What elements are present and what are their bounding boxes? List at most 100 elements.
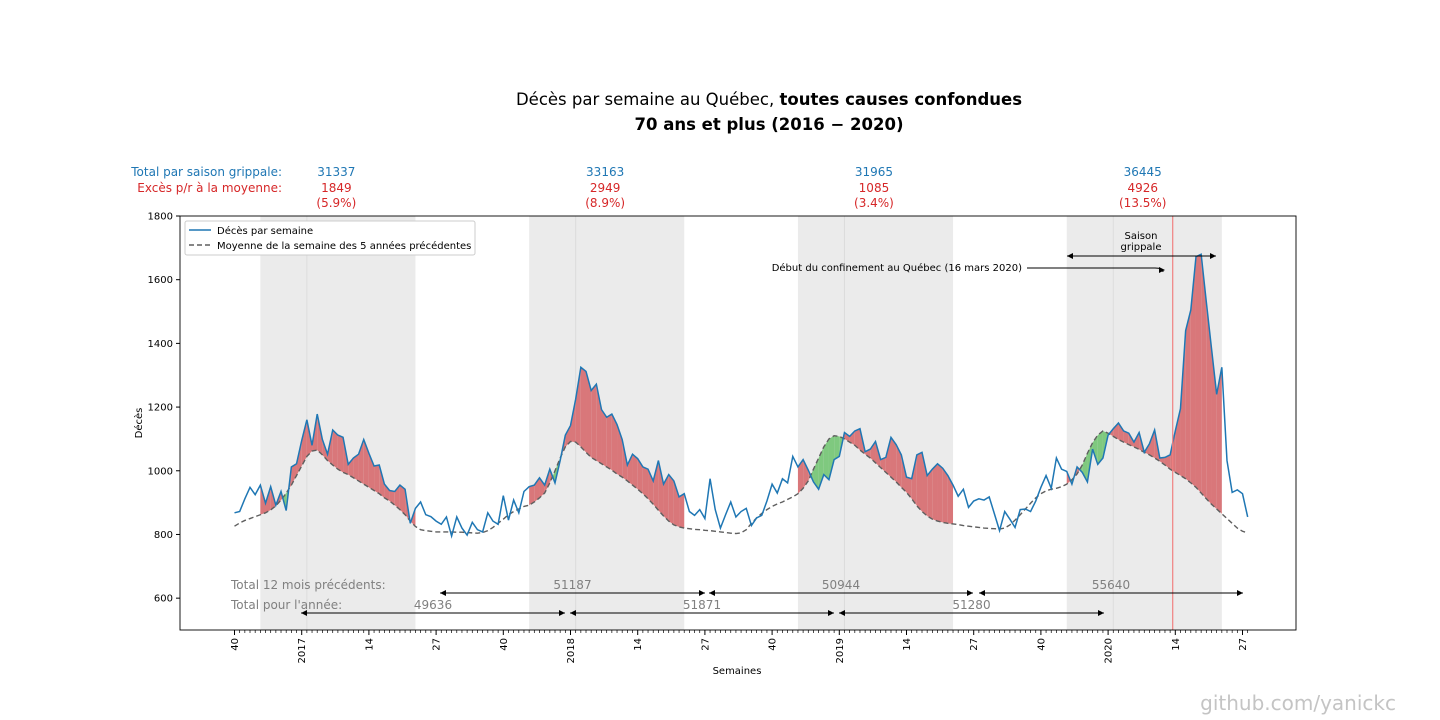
flu-season-arrowhead-right — [1210, 253, 1216, 259]
excess-fill-segment — [932, 463, 938, 522]
y-tick-label: 1400 — [148, 339, 173, 350]
excess-fill-segment — [854, 428, 860, 451]
y-tick-label: 1800 — [148, 212, 173, 223]
excess-fill-segment — [803, 459, 809, 489]
total-12-months-arrow-head-left — [979, 590, 985, 596]
excess-fill-segment — [374, 465, 380, 494]
y-tick-label: 1200 — [148, 403, 173, 414]
x-tick-label: 14 — [633, 638, 644, 651]
total-year-arrow-head-right — [828, 610, 834, 616]
excess-fill-segment — [539, 477, 545, 498]
season-header: 313371849(5.9%)331632949(8.9%)319651085(… — [316, 165, 1166, 210]
excess-fill-segment — [601, 409, 607, 467]
season-excess-value: 1085 — [859, 181, 890, 195]
excess-fill-segment — [658, 460, 664, 516]
average-series-line — [234, 430, 1248, 535]
x-tick-label: 40 — [1036, 638, 1047, 651]
excess-fill-segment — [317, 414, 323, 455]
y-tick-label: 1600 — [148, 275, 173, 286]
excess-fill-segment — [291, 463, 297, 486]
x-tick-label: 14 — [364, 638, 375, 651]
total-12-months-arrow-head-left — [440, 590, 446, 596]
season-excess-value: 2949 — [590, 181, 621, 195]
season-excess-percent: (5.9%) — [316, 196, 356, 210]
season-total-value: 33163 — [586, 165, 624, 179]
total-year-arrow-head-left — [301, 610, 307, 616]
excess-fill-segment — [632, 454, 638, 490]
excess-fill-segment — [606, 414, 612, 471]
excess-fill-segment — [637, 458, 643, 494]
total-12-months-arrow-head-right — [1237, 590, 1243, 596]
excess-fill-segment — [260, 485, 266, 515]
excess-fill-segment — [653, 460, 659, 511]
excess-fill-segment — [797, 459, 804, 494]
total-12-months-arrow-head-right — [699, 590, 705, 596]
flu-season-band-3 — [797, 216, 954, 630]
excess-fill-segment — [844, 432, 850, 443]
chart-subtitle: 70 ans et plus (2016 − 2020) — [635, 115, 904, 134]
excess-fill-segment — [565, 425, 571, 447]
excess-fill-segment — [611, 414, 618, 474]
excess-fill-segment — [332, 430, 338, 470]
x-tick-label: 14 — [1171, 638, 1182, 651]
legend-box — [184, 220, 476, 256]
excess-fill-segment — [353, 454, 359, 481]
excess-fill-segment — [399, 485, 406, 515]
excess-fill-segment — [301, 419, 307, 466]
x-tick-label: 27 — [1238, 638, 1249, 651]
excess-fill-segment — [901, 454, 907, 493]
excess-fill-segment — [1216, 367, 1222, 514]
x-tick-label: 27 — [969, 638, 980, 651]
x-tick-label: 27 — [432, 638, 443, 651]
excess-fill-segment — [1175, 408, 1181, 476]
x-tick-label: 27 — [700, 638, 711, 651]
year-gridlines — [306, 216, 1114, 630]
y-tick-label: 1000 — [148, 466, 173, 477]
x-tick-label: 2019 — [835, 638, 846, 663]
total-12-months-value: 51187 — [553, 578, 591, 592]
x-tick-label: 14 — [902, 638, 913, 651]
excess-fill-segment — [679, 493, 685, 529]
plot-frame — [179, 215, 1297, 631]
total-12-months-value: 55640 — [1092, 578, 1130, 592]
total-12-months-value: 50944 — [822, 578, 860, 592]
excess-fill-segment — [828, 435, 835, 480]
flu-season-band-1 — [260, 216, 416, 630]
excess-fill-segment — [529, 485, 535, 506]
excess-fill-segment — [916, 452, 923, 512]
chart-title-bold: toutes causes confondues — [779, 90, 1022, 109]
excess-fill-segment — [394, 485, 400, 510]
excess-fill-segment — [885, 437, 891, 478]
chart-title: Décès par semaine au Québec, toutes caus… — [516, 90, 1022, 109]
excess-fill-segment — [1123, 430, 1129, 445]
total-12-months-label: Total 12 mois précédents: — [230, 578, 386, 592]
confinement-arrowhead — [1159, 267, 1165, 273]
excess-fill-segment — [668, 474, 674, 525]
excess-fill-segment — [673, 480, 680, 527]
excess-fill-segment — [642, 466, 649, 499]
excess-fill-segment — [368, 453, 375, 491]
excess-fill-segment — [947, 475, 954, 524]
excess-fill-segment — [389, 490, 395, 506]
x-tick-label: 40 — [768, 638, 779, 651]
confinement-annotation: Début du confinement au Québec (16 mars … — [772, 262, 1022, 274]
y-tick-label: 800 — [154, 530, 173, 541]
season-excess-percent: (13.5%) — [1119, 196, 1166, 210]
season-total-value: 31337 — [317, 165, 355, 179]
excess-fill-segment — [570, 399, 576, 443]
excess-fill-segment — [1180, 330, 1186, 479]
period-totals: 51187 50944 55640 49636 51871 51280 — [301, 578, 1243, 616]
y-axis: 600 800 1000 1200 1400 1600 1800 — [148, 212, 180, 605]
excess-fill-segment — [922, 452, 928, 516]
excess-fill-segment — [1195, 254, 1202, 494]
x-tick-label: 2020 — [1104, 638, 1115, 663]
total-year-value: 51280 — [952, 598, 990, 612]
excess-fill-segment — [580, 367, 587, 453]
total-year-value: 49636 — [414, 598, 452, 612]
excess-fill-segment — [942, 468, 948, 524]
excess-fill-segment — [622, 439, 628, 481]
total-year-arrow-head-left — [839, 610, 845, 616]
excess-fill-segment — [1097, 430, 1103, 465]
excess-fill-segment — [1149, 430, 1155, 459]
